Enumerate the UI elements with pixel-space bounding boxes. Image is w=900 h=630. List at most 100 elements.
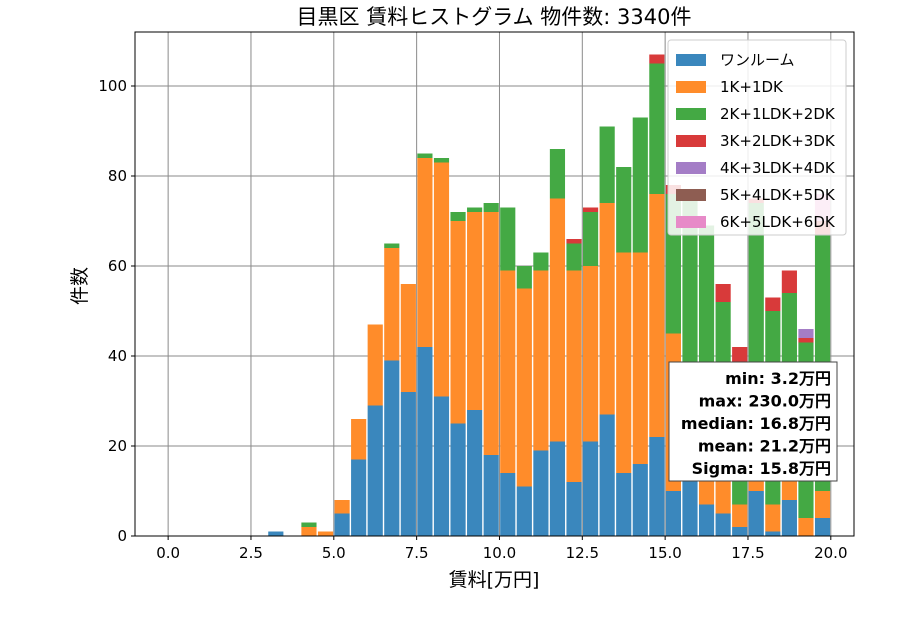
- x-axis-ticks: 0.0 2.5 5.0 7.5 10.0 12.5 15.0 17.5 20.0: [156, 536, 848, 562]
- y-tick-label: 60: [108, 257, 127, 275]
- x-axis-title: 賃料[万円]: [449, 569, 540, 591]
- bar-segment: [533, 270, 549, 451]
- bar-segment: [467, 410, 483, 536]
- x-tick-label: 5.0: [322, 544, 346, 562]
- bar-segment: [748, 203, 764, 401]
- bar-segment: [351, 419, 367, 460]
- bar-segment: [433, 158, 450, 163]
- bar-segment: [649, 437, 665, 536]
- bar-segment: [616, 473, 632, 536]
- bar-segment: [417, 153, 433, 158]
- legend-swatch: [676, 189, 706, 201]
- bar-segment: [632, 464, 648, 536]
- bar-segment: [698, 504, 715, 536]
- bar-segment: [649, 54, 665, 64]
- bar-segment: [467, 212, 483, 410]
- bar-segment: [798, 338, 814, 343]
- chart-title: 目黒区 賃料ヒストグラム 物件数: 3340件: [297, 5, 692, 29]
- x-tick-label: 20.0: [814, 544, 847, 562]
- y-tick-label: 0: [117, 527, 127, 545]
- bar-segment: [732, 504, 748, 527]
- bar-segment: [549, 198, 566, 442]
- x-tick-label: 17.5: [731, 544, 764, 562]
- bar-segment: [649, 194, 665, 437]
- bar-segment: [765, 531, 781, 536]
- bar-segment: [351, 459, 367, 536]
- stats-line: Sigma: 15.8万円: [692, 459, 831, 478]
- bar-segment: [798, 329, 814, 338]
- bar-segment: [715, 284, 731, 302]
- bar-segment: [616, 167, 632, 253]
- x-tick-label: 7.5: [405, 544, 429, 562]
- bar-segment: [301, 527, 317, 536]
- bar-segment: [583, 212, 599, 266]
- bar-segment: [516, 266, 532, 289]
- bar-segment: [549, 149, 566, 199]
- bar-segment: [317, 531, 334, 536]
- legend-swatch: [676, 135, 706, 147]
- bar-segment: [715, 513, 731, 536]
- y-tick-label: 80: [108, 167, 127, 185]
- bar-segment: [500, 270, 516, 473]
- y-tick-label: 100: [98, 77, 127, 95]
- bar-segment: [433, 396, 450, 536]
- bar-segment: [500, 473, 516, 536]
- bar-segment: [682, 198, 698, 406]
- bar-segment: [400, 392, 416, 536]
- bar-segment: [583, 266, 599, 442]
- legend: ワンルーム 1K+1DK 2K+1LDK+2DK 3K+2LDK+3DK 4K+3LDK…: [667, 39, 847, 236]
- bar-segment: [583, 207, 599, 212]
- legend-label: 6K+5LDK+6DK: [720, 213, 836, 231]
- bar-segment: [599, 203, 615, 415]
- bar-segment: [748, 491, 764, 536]
- bar-segment: [566, 482, 582, 536]
- bar-segment: [665, 491, 682, 536]
- bar-segment: [268, 531, 284, 536]
- bar-segment: [483, 212, 499, 455]
- bar-segment: [334, 513, 350, 536]
- bar-segment: [516, 288, 532, 487]
- bar-segment: [417, 158, 433, 347]
- bar-segment: [417, 347, 433, 536]
- legend-swatch: [676, 108, 706, 120]
- bar-segment: [450, 221, 466, 424]
- bar-segment: [616, 252, 632, 473]
- stats-frame: [668, 361, 838, 482]
- legend-swatch: [676, 54, 706, 66]
- bar-segment: [301, 522, 317, 527]
- legend-label: 2K+1LDK+2DK: [720, 105, 836, 123]
- bar-segment: [682, 477, 698, 536]
- bar-segment: [566, 270, 582, 482]
- bar-segment: [814, 518, 831, 536]
- bar-segment: [367, 405, 383, 536]
- bar-segment: [483, 455, 499, 536]
- bar-segment: [467, 207, 483, 212]
- x-tick-label: 15.0: [648, 544, 681, 562]
- legend-label: 4K+3LDK+4DK: [720, 159, 836, 177]
- y-axis-title: 件数: [69, 267, 91, 305]
- bar-segment: [765, 504, 781, 532]
- bar-segment: [450, 423, 466, 536]
- legend-label: 5K+4LDK+5DK: [720, 186, 836, 204]
- bar-segment: [367, 324, 383, 406]
- x-tick-label: 2.5: [239, 544, 263, 562]
- bar-segment: [566, 243, 582, 271]
- plot-frame: [134, 31, 855, 537]
- legend-swatch: [676, 162, 706, 174]
- bar-segment: [433, 162, 450, 397]
- legend-swatch: [676, 216, 706, 228]
- bar-segment: [599, 414, 615, 536]
- bar-segment: [765, 297, 781, 311]
- bar-segment: [798, 518, 814, 536]
- bar-segment: [533, 252, 549, 271]
- stats-line: median: 16.8万円: [681, 414, 831, 433]
- legend-frame: [667, 39, 847, 236]
- y-tick-label: 20: [108, 437, 127, 455]
- stats-box: min: 3.2万円 max: 230.0万円 median: 16.8万円 mean…: [668, 361, 838, 482]
- bar-segment: [814, 491, 831, 518]
- bar-segment: [500, 207, 516, 271]
- bar-segment: [599, 126, 615, 203]
- y-tick-label: 40: [108, 347, 127, 365]
- x-tick-label: 0.0: [156, 544, 180, 562]
- bar-segment: [384, 243, 400, 248]
